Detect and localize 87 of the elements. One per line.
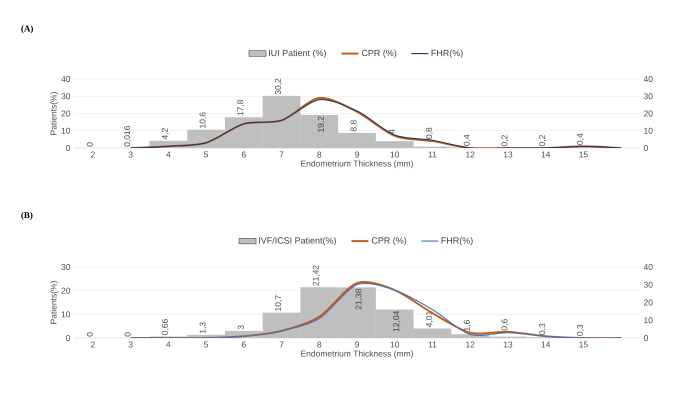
x-tick-label: 5 [204,342,208,348]
data-label: 0,8 [426,128,433,139]
y2-tick-label: 10 [644,317,653,324]
x-tick-label: 7 [280,152,284,158]
x-tick-label: 8 [317,152,322,158]
y-tick-label: 0 [66,335,70,341]
data-label: 0,2 [501,135,508,146]
legend-label: CPR (%) [372,237,406,246]
y-tick-label: 0 [66,145,70,151]
data-label: 30,2 [275,78,282,94]
x-axis-title: Endometrium Thickness (mm) [301,350,413,358]
x-tick-label: 12 [466,342,474,348]
x-tick-label: 15 [579,342,588,348]
y2-tick-label: 0 [644,145,648,151]
x-tick-label: 3 [128,152,133,158]
data-label: 17,8 [237,100,244,116]
legend-label: IVF/ICSI Patient(%) [259,237,336,246]
legend-label: FHR(%) [442,237,473,246]
data-label: 19,2 [318,116,325,132]
legend-label: CPR (%) [362,50,396,58]
data-label: 8,8 [350,120,358,132]
data-label: 0,6 [501,319,508,330]
x-tick-label: 13 [504,342,512,348]
x-tick-label: 9 [355,152,359,158]
data-label: 0 [86,142,93,146]
x-tick-label: 15 [579,152,588,158]
y-axis-title: Patients(%) [50,281,58,324]
x-tick-label: 10 [390,342,400,348]
x-tick-label: 6 [242,342,246,348]
y-tick-label: 30 [61,93,70,100]
chart-title: (A) [21,25,33,34]
x-tick-label: 4 [166,342,170,348]
data-label: 1,6 [464,320,471,331]
y-tick-label: 20 [61,110,70,116]
y2-tick-label: 30 [644,93,653,100]
x-tick-label: 2 [90,342,95,348]
data-label: 12,04 [393,310,400,332]
y-tick-label: 40 [61,76,70,82]
data-label: 10,6 [200,112,207,128]
data-label: 10,7 [275,295,282,311]
y-tick-label: 30 [61,264,70,270]
x-tick-label: 9 [355,342,359,348]
y-tick-label: 10 [62,311,70,318]
x-tick-label: 11 [428,342,436,348]
data-label: 0,3 [576,324,584,336]
x-tick-label: 6 [242,152,246,158]
x-tick-label: 3 [128,342,133,348]
legend-label: IUI Patient (%) [269,50,326,58]
x-tick-label: 10 [390,152,400,158]
y-tick-label: 10 [62,128,70,134]
data-label: 3 [238,325,244,330]
data-label: 1,3 [200,322,207,334]
x-tick-label: 5 [204,152,208,158]
y2-tick-label: 10 [644,128,653,134]
data-label: 21,38 [356,288,362,310]
x-tick-label: 11 [428,152,436,158]
data-label: 0 [86,332,93,336]
x-tick-label: 13 [504,152,512,158]
y2-tick-label: 0 [644,335,648,341]
x-tick-label: 2 [90,152,95,158]
data-label: 0 [124,332,131,336]
x-tick-label: 7 [280,342,284,348]
chart-title: (B) [21,212,32,220]
data-label: 0,4 [464,134,471,146]
x-tick-label: 14 [542,152,550,158]
data-label: 0,3 [539,324,546,335]
data-label: 0,66 [162,319,169,335]
y-tick-label: 20 [61,288,70,294]
x-tick-label: 12 [466,152,474,158]
y2-tick-label: 40 [644,76,653,82]
data-label: 4,01 [426,311,433,328]
data-label: 0,4 [576,134,584,145]
y2-tick-label: 40 [644,264,653,270]
data-label: 0,2 [539,135,546,146]
y2-tick-label: 30 [644,282,653,288]
x-axis-title: Endometrium Thickness (mm) [301,160,413,168]
data-label: 21,42 [312,265,320,286]
x-tick-label: 8 [317,342,322,348]
x-tick-label: 4 [166,152,170,158]
y2-tick-label: 20 [644,110,653,116]
y2-tick-label: 20 [644,300,653,306]
legend-label: FHR(%) [432,50,463,58]
data-label: 4 [388,129,395,134]
data-label: 4,2 [162,128,169,140]
x-tick-label: 14 [542,342,550,348]
y-axis-title: Patients(%) [50,92,58,135]
data-label: 0,016 [124,126,132,146]
